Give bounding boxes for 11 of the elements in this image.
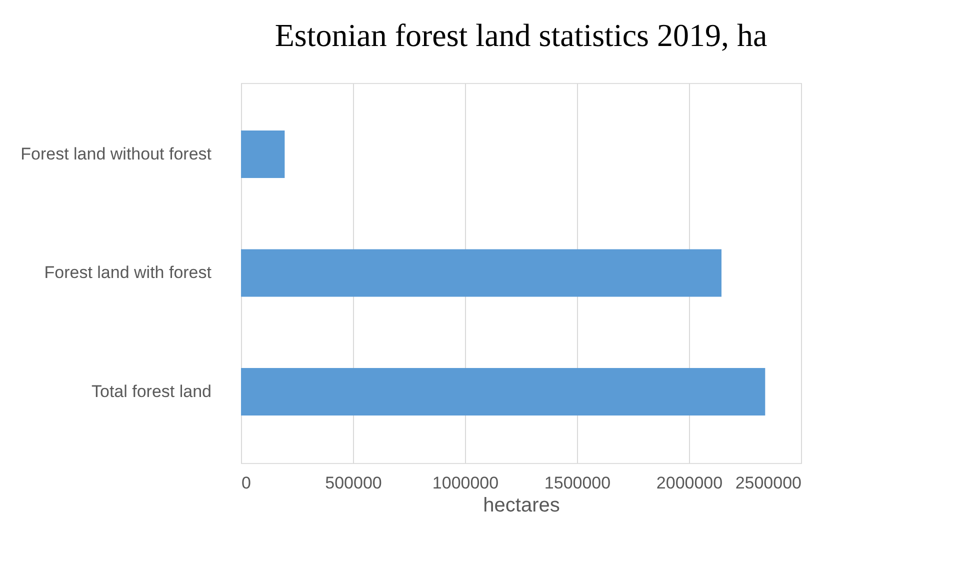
x-tick-label: 500000 — [325, 474, 382, 492]
y-tick-label: Total forest land — [91, 382, 212, 401]
y-tick-label: Forest land with forest — [44, 263, 212, 282]
x-axis-title: hectares — [483, 494, 560, 516]
x-tick-label: 2000000 — [656, 474, 723, 492]
chart-title: Estonian forest land statistics 2019, ha — [274, 17, 768, 53]
y-tick-label: Forest land without forest — [20, 144, 212, 164]
x-tick-label: 0 — [242, 474, 251, 492]
x-tick-label: 1500000 — [544, 474, 611, 492]
x-tick-label: 2500000 — [735, 474, 802, 492]
x-tick-label: 1000000 — [432, 474, 499, 492]
